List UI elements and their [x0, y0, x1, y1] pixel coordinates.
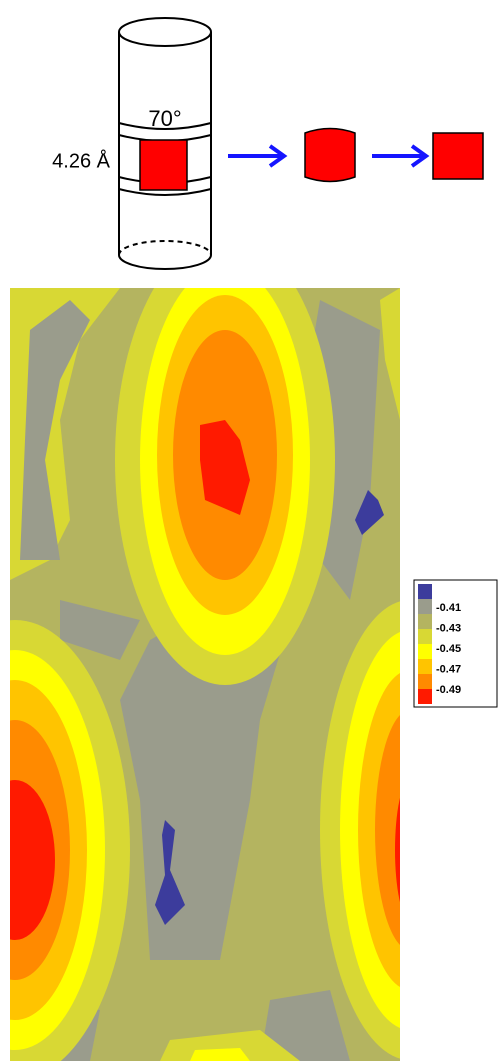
legend-swatch — [418, 659, 432, 674]
legend-swatch — [418, 614, 432, 629]
legend-label: -0.45 — [436, 643, 461, 655]
curved-block — [304, 127, 356, 183]
legend-swatch — [418, 584, 432, 599]
legend-swatch — [418, 644, 432, 659]
legend-label: -0.49 — [436, 684, 461, 696]
angle-label: 70° — [148, 106, 181, 131]
arrow — [228, 144, 430, 168]
distance-label: 4.26 Å — [52, 149, 110, 172]
legend-label: -0.41 — [436, 602, 461, 614]
contour-map — [10, 288, 400, 1061]
cylinder — [118, 17, 212, 270]
legend-label: -0.47 — [436, 663, 461, 675]
flat-block — [432, 132, 484, 180]
legend-swatch — [418, 689, 432, 704]
legend-swatch — [418, 674, 432, 689]
legend-swatch — [418, 599, 432, 614]
legend-swatch — [418, 629, 432, 644]
legend: -0.41 -0.43 -0.45 -0.47 -0.49 — [418, 584, 461, 704]
legend-label: -0.43 — [436, 622, 461, 634]
red-block — [139, 139, 188, 191]
